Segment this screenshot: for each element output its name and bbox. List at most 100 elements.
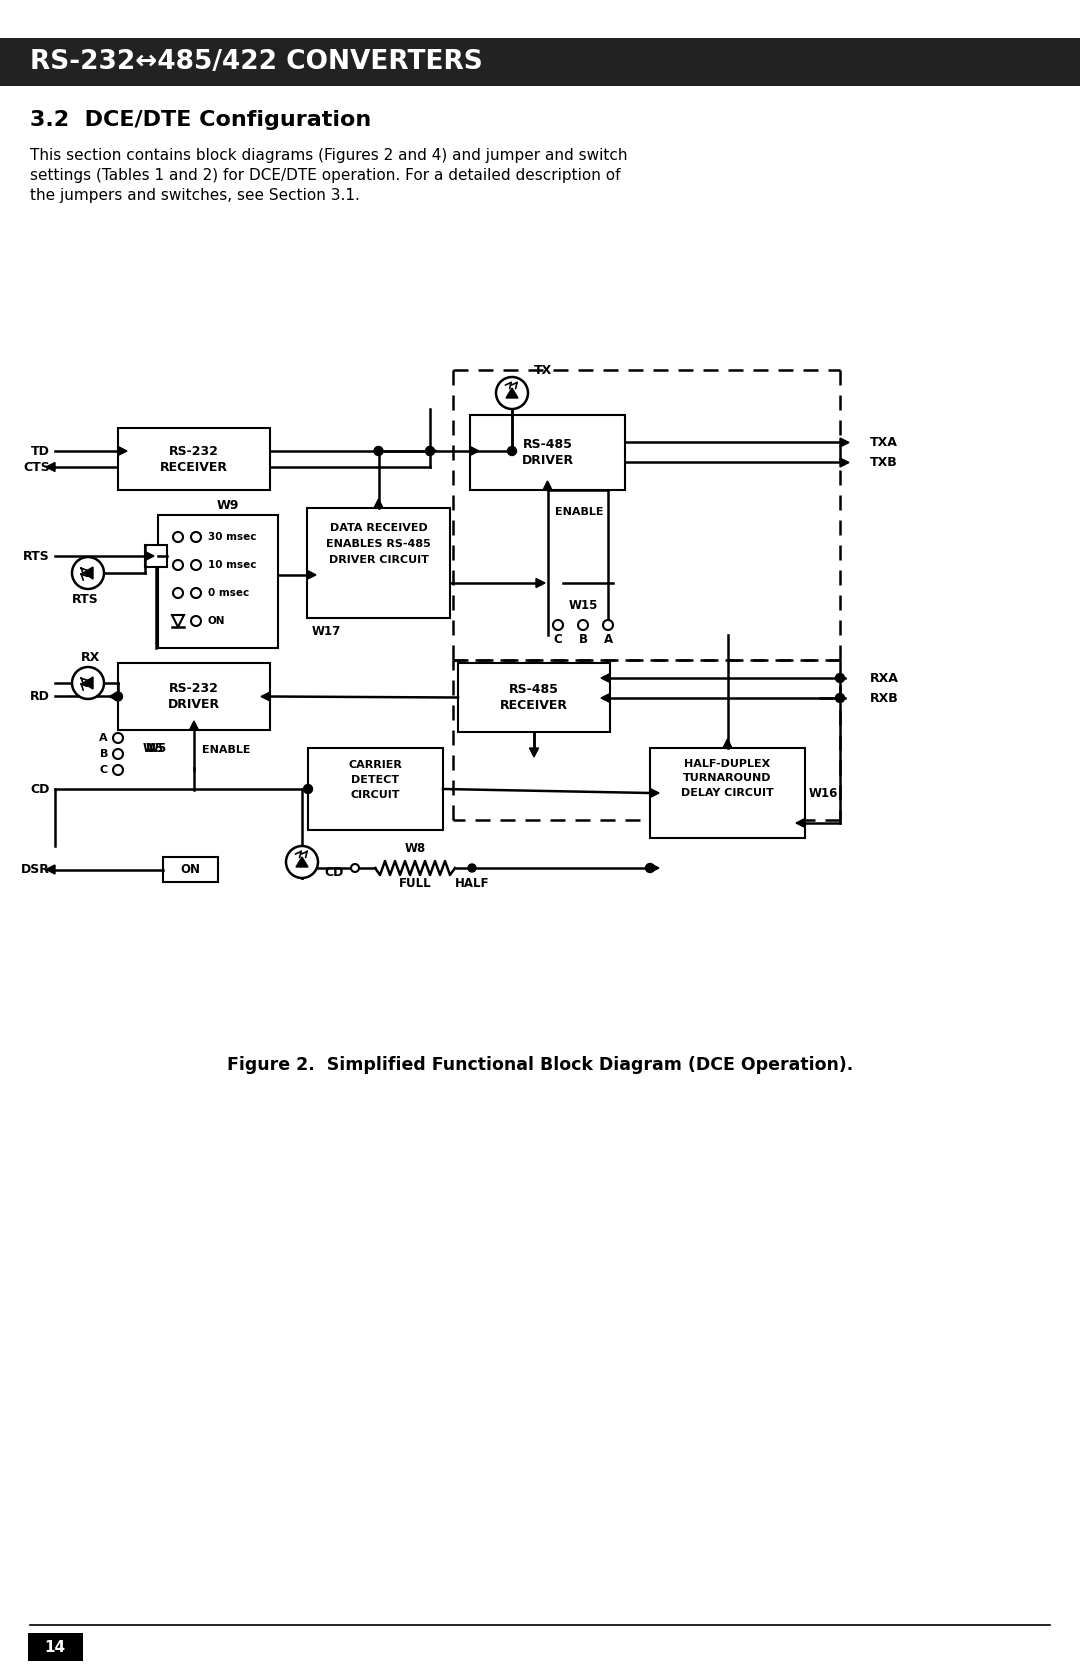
Bar xyxy=(0,38,1080,87)
Circle shape xyxy=(191,587,201,598)
Polygon shape xyxy=(507,387,518,397)
Bar xyxy=(158,516,278,648)
Circle shape xyxy=(173,532,183,542)
Text: W8: W8 xyxy=(404,841,426,855)
Polygon shape xyxy=(46,462,55,472)
Text: ON: ON xyxy=(180,863,201,876)
Text: DRIVER: DRIVER xyxy=(522,454,573,467)
Text: Figure 2.  Simplified Functional Block Diagram (DCE Operation).: Figure 2. Simplified Functional Block Di… xyxy=(227,1056,853,1073)
Text: RECEIVER: RECEIVER xyxy=(160,461,228,474)
Circle shape xyxy=(113,749,123,759)
Polygon shape xyxy=(536,579,545,587)
Text: RX: RX xyxy=(81,651,100,664)
Text: CIRCUIT: CIRCUIT xyxy=(351,789,401,799)
Text: A: A xyxy=(604,633,612,646)
Polygon shape xyxy=(118,447,127,456)
Circle shape xyxy=(191,561,201,571)
Polygon shape xyxy=(840,457,849,467)
Circle shape xyxy=(468,865,476,871)
Text: ENABLE: ENABLE xyxy=(555,507,604,517)
Polygon shape xyxy=(600,674,610,683)
Text: RS-232↔485/422 CONVERTERS: RS-232↔485/422 CONVERTERS xyxy=(30,48,483,75)
Polygon shape xyxy=(109,693,118,701)
Circle shape xyxy=(72,557,104,589)
Text: 10 msec: 10 msec xyxy=(208,561,257,571)
Polygon shape xyxy=(374,499,383,507)
Text: CD: CD xyxy=(324,866,343,878)
Text: RTS: RTS xyxy=(71,592,98,606)
Text: TX: TX xyxy=(534,364,552,377)
Circle shape xyxy=(191,532,201,542)
Text: RS-232: RS-232 xyxy=(170,444,219,457)
Bar xyxy=(470,416,625,491)
Text: TURNAROUND: TURNAROUND xyxy=(684,773,772,783)
Polygon shape xyxy=(296,856,308,866)
Bar xyxy=(307,507,450,618)
Polygon shape xyxy=(840,437,849,447)
Text: W16: W16 xyxy=(808,786,838,799)
Text: DETECT: DETECT xyxy=(351,774,400,784)
Text: 0 msec: 0 msec xyxy=(208,587,249,598)
Text: W9: W9 xyxy=(217,499,239,511)
Text: RS-485: RS-485 xyxy=(509,683,559,696)
Bar xyxy=(118,663,270,729)
Text: ON: ON xyxy=(208,616,226,626)
Polygon shape xyxy=(796,818,805,828)
Text: DATA RECEIVED: DATA RECEIVED xyxy=(329,522,428,532)
Polygon shape xyxy=(189,721,199,729)
Text: HALF: HALF xyxy=(455,876,489,890)
Polygon shape xyxy=(428,447,437,456)
Polygon shape xyxy=(307,571,316,579)
Polygon shape xyxy=(261,693,270,701)
Text: FULL: FULL xyxy=(399,876,431,890)
Polygon shape xyxy=(46,865,55,875)
Circle shape xyxy=(578,619,588,629)
Text: B: B xyxy=(99,749,108,759)
Bar xyxy=(145,546,167,567)
Circle shape xyxy=(836,674,845,683)
Text: W15: W15 xyxy=(568,599,597,611)
Text: DRIVER: DRIVER xyxy=(167,698,220,711)
Text: W5: W5 xyxy=(146,741,167,754)
Circle shape xyxy=(646,863,654,873)
Circle shape xyxy=(426,447,434,456)
Bar xyxy=(650,748,805,838)
Text: RXB: RXB xyxy=(870,691,899,704)
Polygon shape xyxy=(543,481,552,491)
Text: DELAY CIRCUIT: DELAY CIRCUIT xyxy=(681,788,774,798)
Text: W5: W5 xyxy=(143,741,164,754)
Text: DSR: DSR xyxy=(22,863,50,876)
Polygon shape xyxy=(723,739,732,748)
Text: C: C xyxy=(554,633,563,646)
Text: TXB: TXB xyxy=(870,456,897,469)
Polygon shape xyxy=(600,694,610,703)
Polygon shape xyxy=(470,447,480,456)
Circle shape xyxy=(173,561,183,571)
Polygon shape xyxy=(83,678,93,689)
Text: CARRIER: CARRIER xyxy=(349,759,403,769)
Bar xyxy=(458,663,610,733)
Circle shape xyxy=(191,616,201,626)
Text: RTS: RTS xyxy=(24,549,50,562)
Circle shape xyxy=(553,619,563,629)
Polygon shape xyxy=(529,748,539,758)
Text: TD: TD xyxy=(31,444,50,457)
Circle shape xyxy=(173,587,183,598)
Text: ENABLES RS-485: ENABLES RS-485 xyxy=(326,539,431,549)
Text: RS-485: RS-485 xyxy=(523,437,572,451)
Text: 30 msec: 30 msec xyxy=(208,532,257,542)
Text: 14: 14 xyxy=(44,1639,66,1654)
Bar xyxy=(308,748,443,829)
Text: RD: RD xyxy=(30,689,50,703)
Text: ENABLE: ENABLE xyxy=(202,744,251,754)
Text: CD: CD xyxy=(30,783,50,796)
Polygon shape xyxy=(83,567,93,579)
Circle shape xyxy=(836,694,845,703)
Bar xyxy=(28,1632,83,1661)
Polygon shape xyxy=(650,788,659,798)
Circle shape xyxy=(496,377,528,409)
Circle shape xyxy=(374,447,383,456)
Text: A: A xyxy=(99,733,108,743)
Polygon shape xyxy=(145,551,154,561)
Text: RXA: RXA xyxy=(870,671,899,684)
